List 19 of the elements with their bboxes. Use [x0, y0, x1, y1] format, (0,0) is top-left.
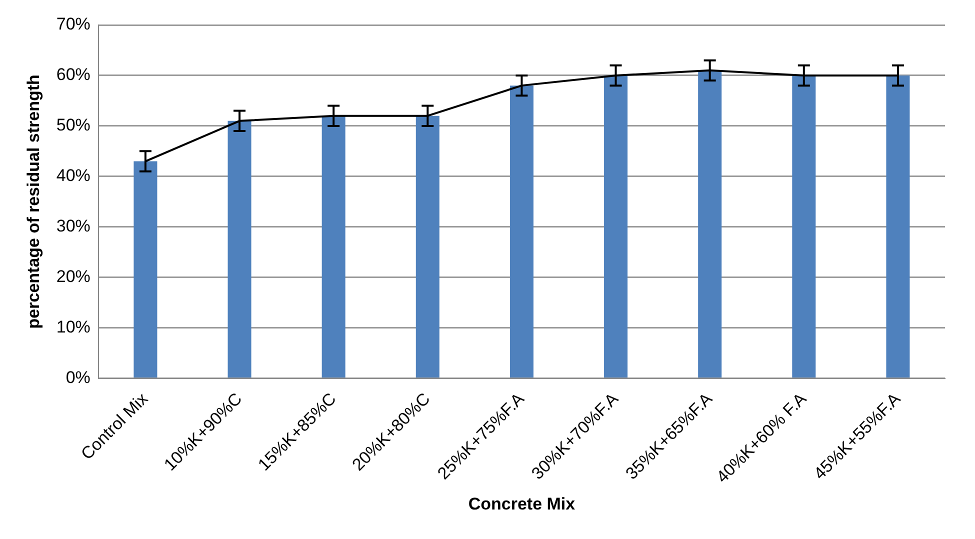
bar — [416, 116, 440, 378]
y-tick-label: 10% — [56, 318, 90, 337]
bar — [134, 161, 158, 378]
bar — [698, 70, 722, 378]
y-tick-label: 50% — [56, 116, 90, 135]
y-axis-title: percentage of residual strength — [24, 74, 43, 329]
y-tick-label: 30% — [56, 216, 90, 236]
y-tick-label: 0% — [66, 368, 90, 387]
y-tick-label: 60% — [56, 65, 90, 84]
y-tick-label: 70% — [56, 14, 90, 34]
bar — [886, 75, 910, 378]
y-tick-label: 40% — [56, 166, 90, 186]
x-axis-title: Concrete Mix — [468, 494, 576, 514]
bar — [228, 120, 252, 378]
bar — [322, 116, 346, 378]
bar — [510, 86, 534, 378]
y-tick-label: 20% — [56, 267, 90, 286]
bar — [792, 75, 816, 378]
bar — [604, 75, 628, 378]
